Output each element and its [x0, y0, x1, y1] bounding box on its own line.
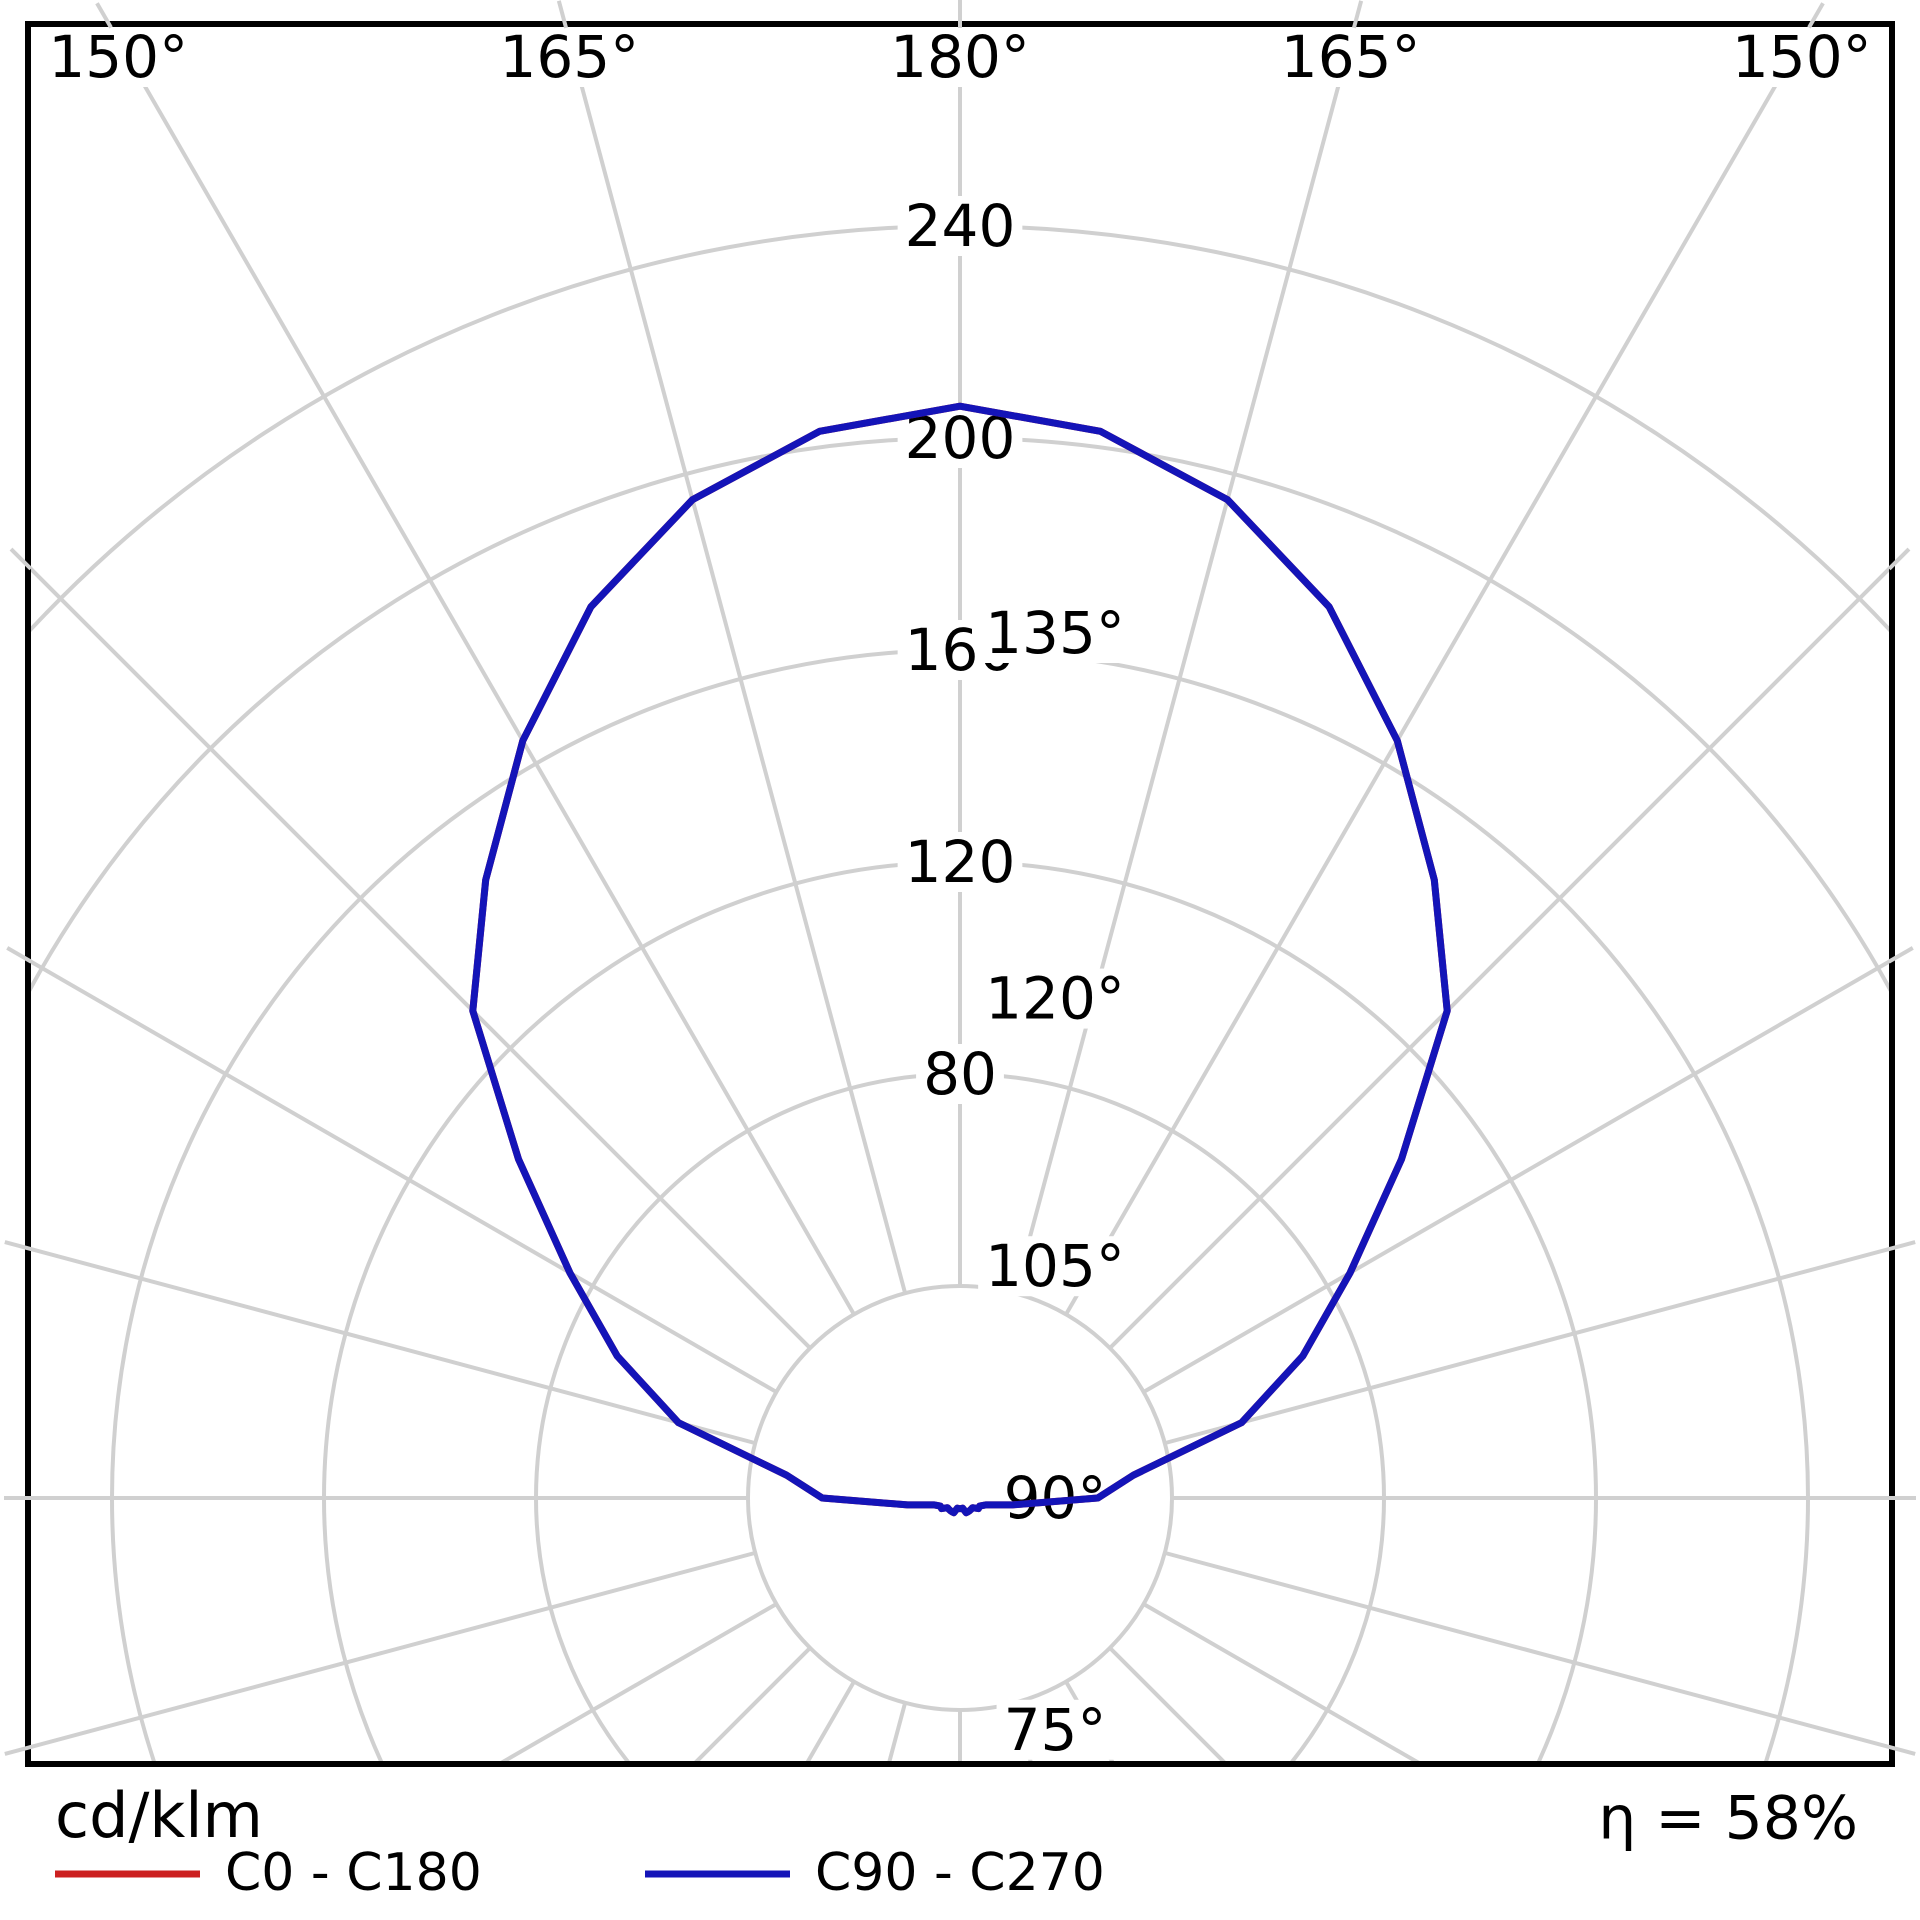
angle-label-135-left: 135° — [985, 599, 1125, 667]
legend-label-c0: C0 - C180 — [225, 1843, 482, 1903]
angle-label-165-right: 165° — [1281, 23, 1421, 91]
angle-label-120-left: 120° — [985, 965, 1125, 1033]
curve-C90-C270 — [469, 402, 1451, 1517]
intensity-curves — [469, 402, 1451, 1517]
angle-label-75-left: 75° — [1004, 1696, 1107, 1764]
legend: C0 - C180 C90 - C270 — [55, 1843, 1105, 1903]
legend-label-c90: C90 - C270 — [815, 1843, 1105, 1903]
ring-label-240: 240 — [905, 192, 1016, 260]
ring-label-80: 80 — [923, 1040, 997, 1108]
angle-label-165-left: 165° — [499, 23, 639, 91]
efficiency-label: η = 58% — [1598, 1784, 1858, 1854]
angle-label-180-right: 180° — [890, 23, 1030, 91]
ring-label-120: 120 — [905, 828, 1016, 896]
angle-label-150-right: 150° — [1732, 23, 1872, 91]
angle-label-105-left: 105° — [985, 1232, 1125, 1300]
angle-label-150-left: 150° — [48, 23, 188, 91]
unit-label: cd/klm — [55, 1779, 263, 1852]
grid-labels: 8012016020024075°75°90°90°105°105°120°12… — [41, 23, 1879, 1764]
angle-ticks — [4, 0, 1916, 1756]
